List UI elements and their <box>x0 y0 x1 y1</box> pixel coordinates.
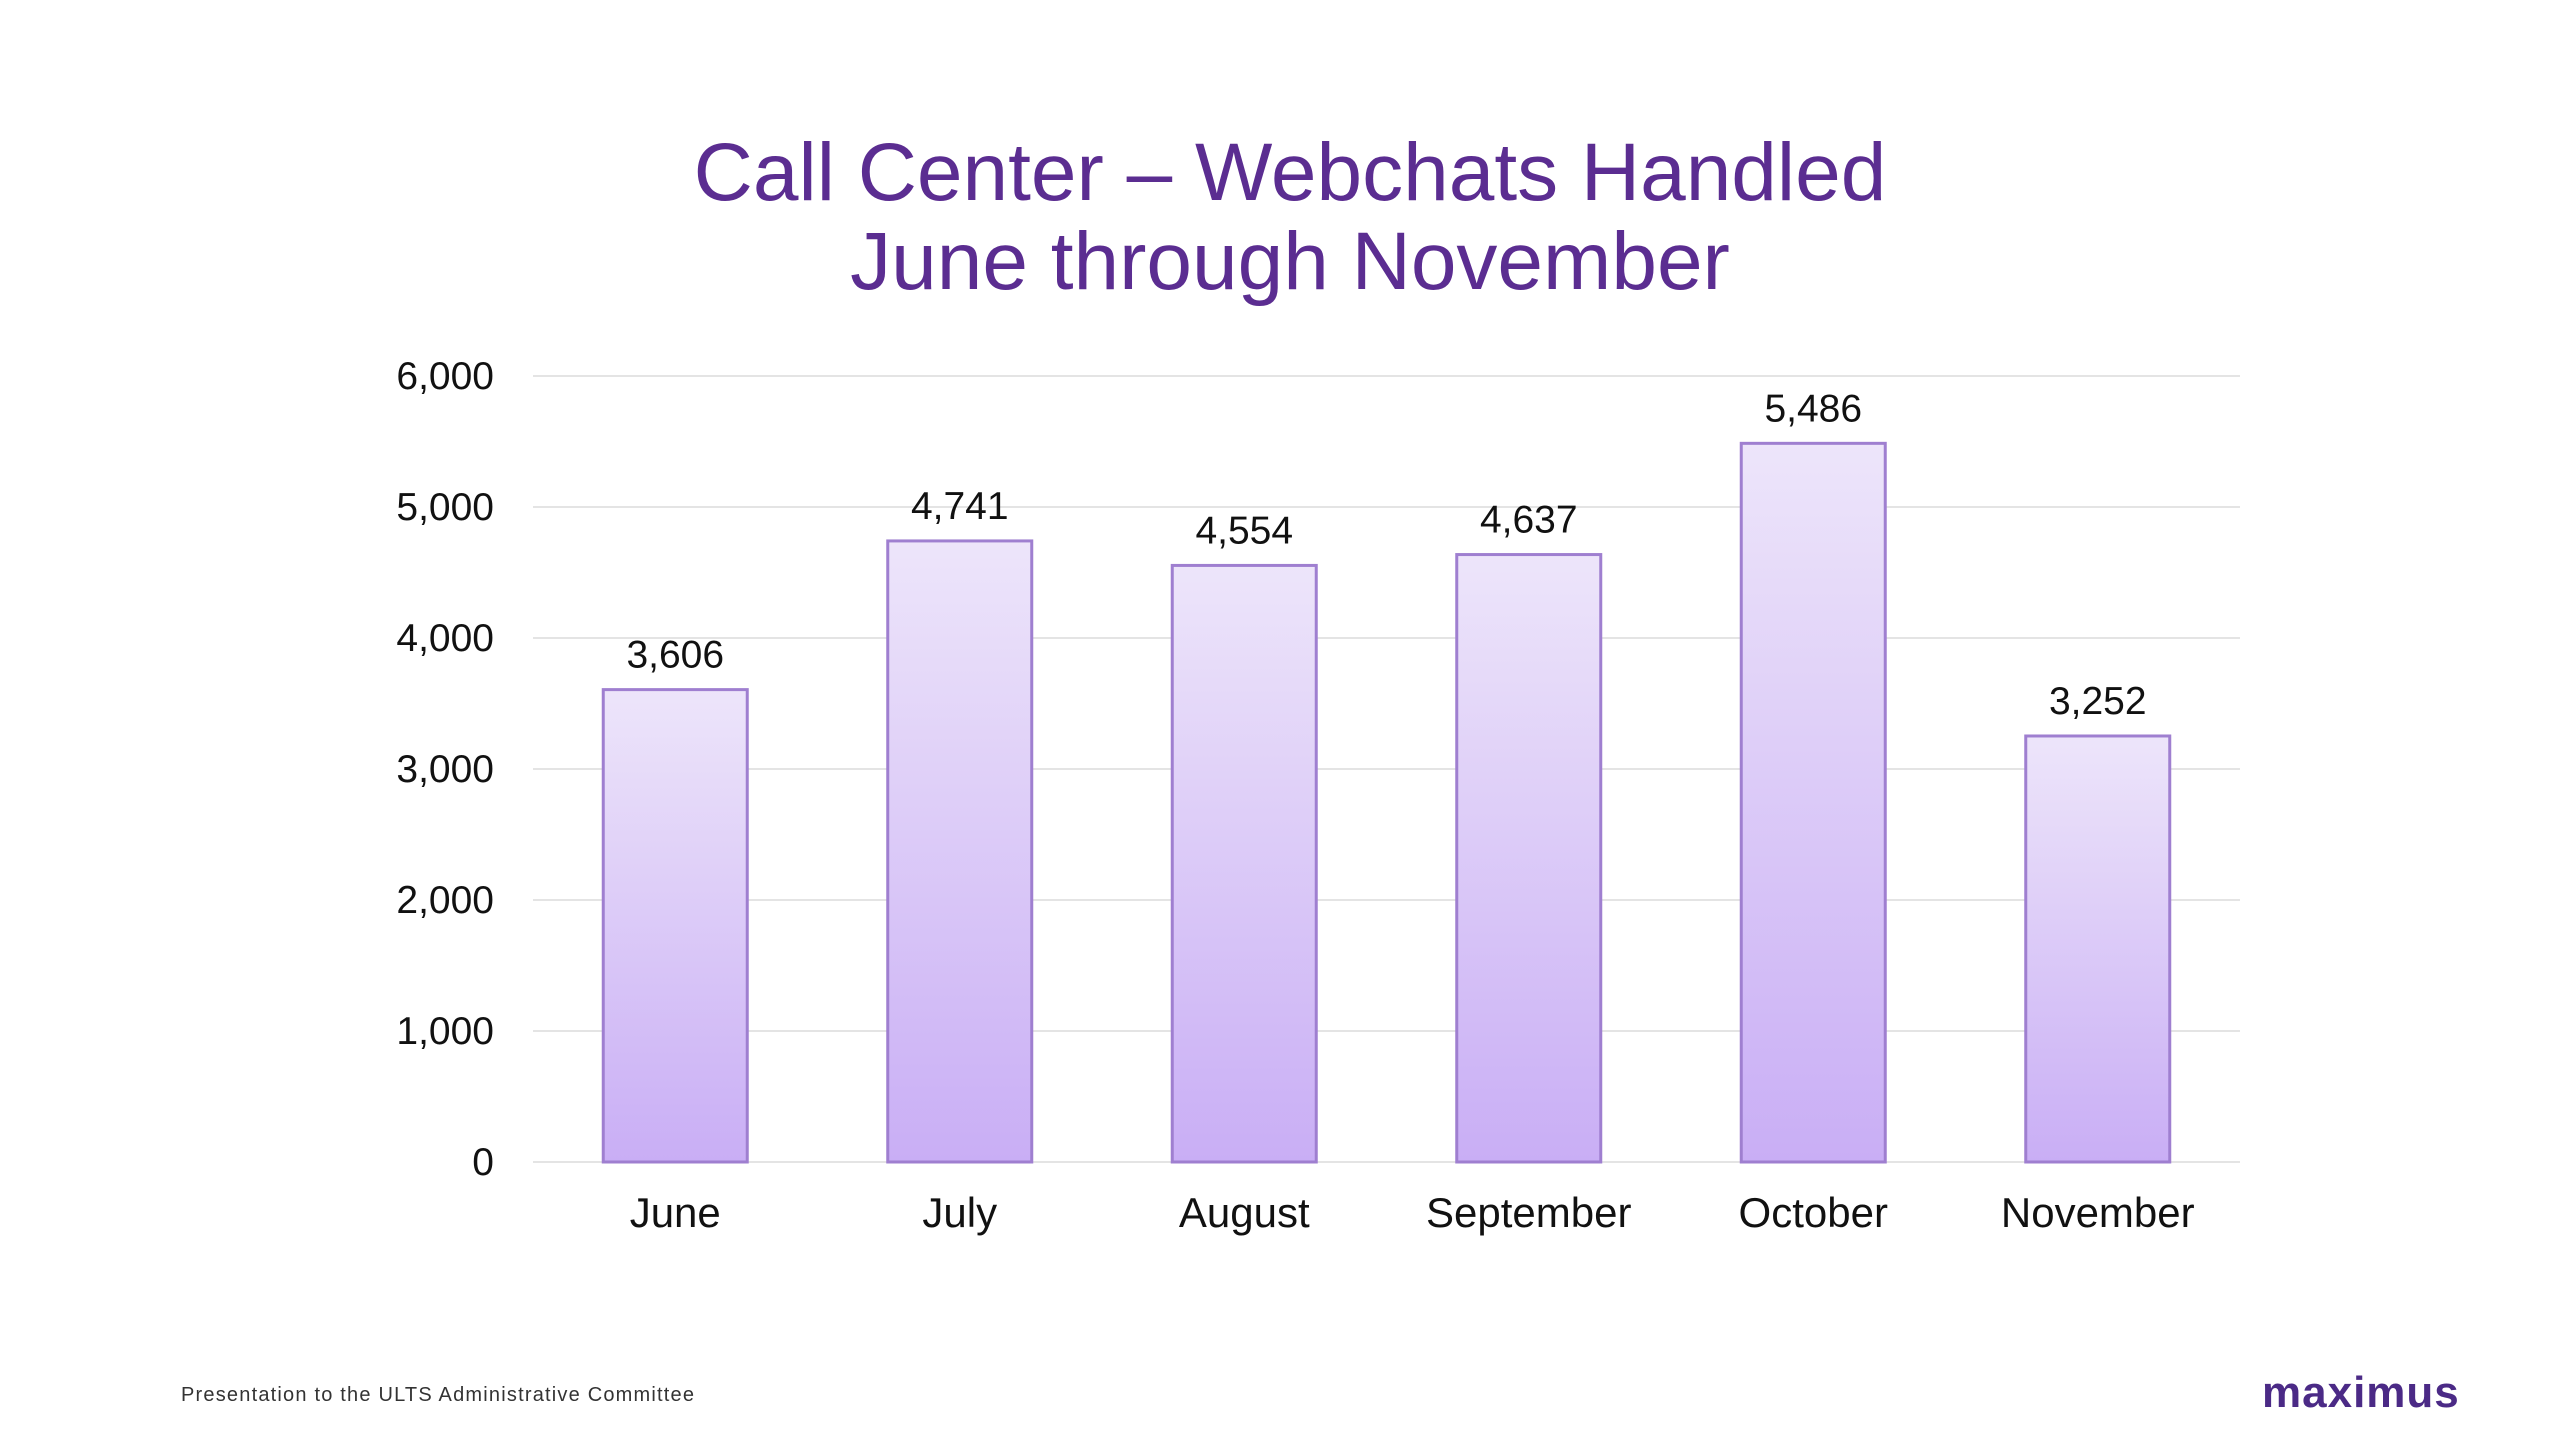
x-tick-label: June <box>630 1189 721 1236</box>
chart-title: Call Center – Webchats Handled June thro… <box>0 128 2560 306</box>
y-tick-label: 1,000 <box>396 1010 494 1053</box>
bar-august <box>1170 563 1318 1164</box>
data-labels: 3,606 4,741 4,554 4,637 5,486 3,252 <box>626 387 2146 723</box>
x-axis-ticks: June July August September October November <box>630 1189 2195 1236</box>
title-line-1: Call Center – Webchats Handled <box>693 127 1887 218</box>
data-label: 4,554 <box>1195 509 1293 552</box>
data-label: 5,486 <box>1764 387 1862 430</box>
y-tick-label: 3,000 <box>396 748 494 791</box>
y-tick-label: 0 <box>472 1141 494 1184</box>
bar-november <box>2024 734 2172 1164</box>
bar-july <box>886 539 1034 1164</box>
data-label: 3,606 <box>626 634 724 677</box>
bar-september <box>1455 553 1603 1164</box>
gridlines <box>533 375 2240 1163</box>
data-label: 4,741 <box>911 485 1009 528</box>
data-label: 4,637 <box>1480 499 1578 542</box>
x-tick-label: July <box>922 1189 997 1236</box>
bars <box>601 441 2172 1164</box>
x-tick-label: October <box>1739 1189 1888 1236</box>
x-tick-label: August <box>1179 1189 1310 1236</box>
data-label: 3,252 <box>2049 680 2147 723</box>
y-axis-ticks: 0 1,000 2,000 3,000 4,000 5,000 6,000 <box>396 355 494 1184</box>
maximus-logo: maximus <box>2262 1368 2460 1417</box>
footer-text: Presentation to the ULTS Administrative … <box>181 1384 696 1406</box>
x-tick-label: September <box>1426 1189 1631 1236</box>
y-tick-label: 4,000 <box>396 617 494 660</box>
bar-october <box>1739 441 1887 1164</box>
x-tick-label: November <box>2001 1189 2195 1236</box>
y-tick-label: 2,000 <box>396 879 494 922</box>
y-tick-label: 5,000 <box>396 486 494 529</box>
y-tick-label: 6,000 <box>396 355 494 398</box>
bar-june <box>601 688 749 1164</box>
title-line-2: June through November <box>850 216 1730 307</box>
